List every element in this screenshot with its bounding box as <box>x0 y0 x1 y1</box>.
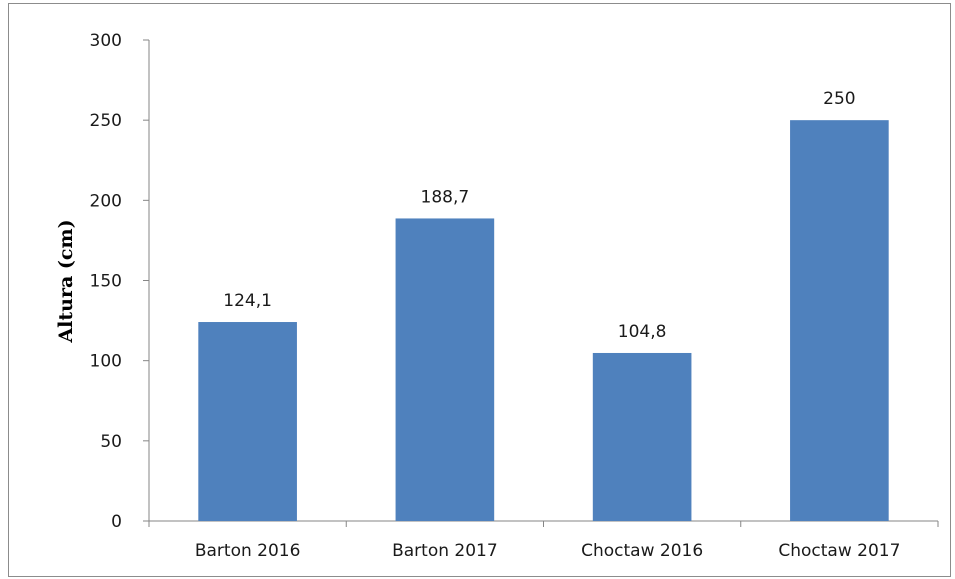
labels: 124,1 Barton 2016 188,7 Barton 2017 104,8 Cho… <box>195 89 901 561</box>
data-label: 124,1 <box>223 291 272 311</box>
data-label: 104,8 <box>618 322 667 342</box>
bar <box>395 218 495 522</box>
y-tick-label: 50 <box>100 432 122 452</box>
x-tick-label: Choctaw 2017 <box>778 541 900 561</box>
y-tick-label: 300 <box>90 31 122 51</box>
bar <box>198 322 297 521</box>
bars <box>198 120 889 522</box>
x-tick-label: Choctaw 2016 <box>581 541 703 561</box>
y-tick-label: 0 <box>111 512 122 532</box>
x-tick-label: Barton 2017 <box>392 541 498 561</box>
y-tick-label: 250 <box>90 111 122 131</box>
y-tick-label: 150 <box>90 272 122 292</box>
data-label: 250 <box>823 89 855 109</box>
y-tick-label: 200 <box>90 191 122 211</box>
bar <box>592 352 692 521</box>
y-tick-label: 100 <box>90 352 122 372</box>
x-tick-label: Barton 2016 <box>195 541 301 561</box>
data-label: 188,7 <box>421 187 470 207</box>
y-axis-label: Altura (cm) <box>55 219 77 343</box>
bar <box>790 120 889 522</box>
